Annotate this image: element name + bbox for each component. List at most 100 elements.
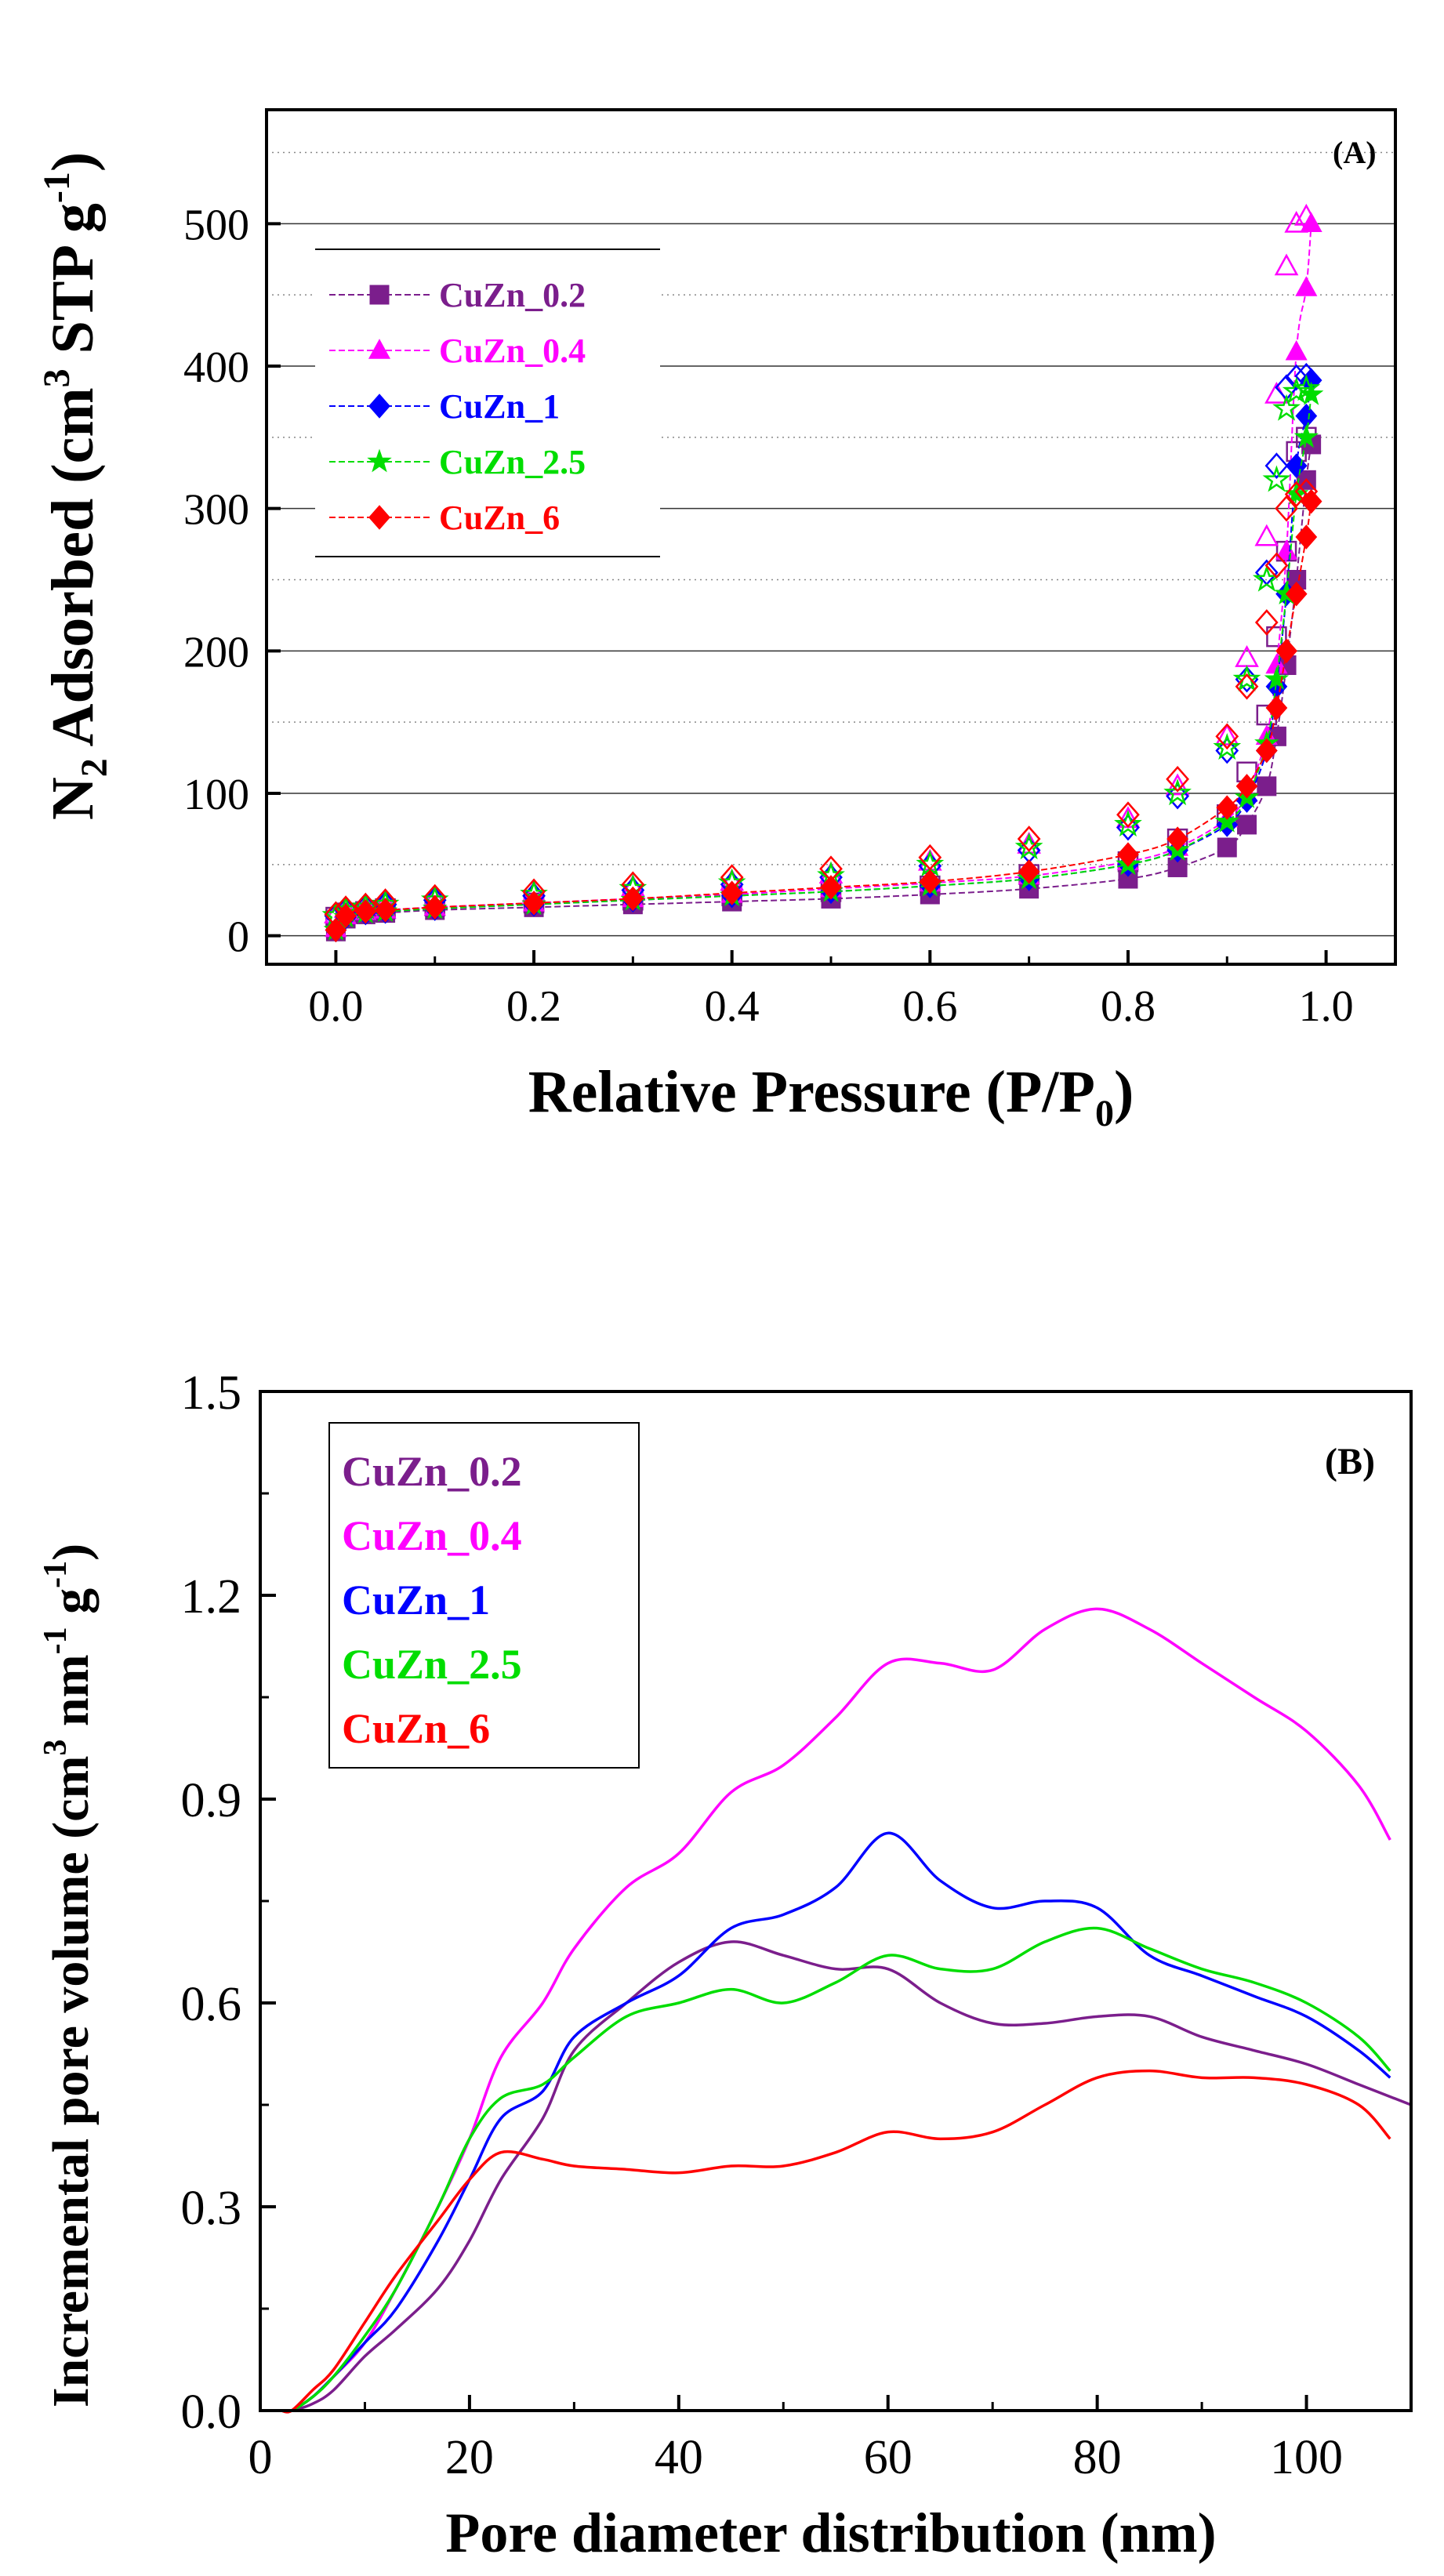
- pore-y-tick-label: 1.2: [181, 1570, 242, 1624]
- isotherm-desorption-point: [1272, 394, 1301, 421]
- isotherm-legend-marker: [369, 285, 390, 305]
- isotherm-desorption-point: [1014, 833, 1043, 860]
- isotherm-legend-marker: [367, 448, 392, 473]
- isotherm-legend-item-cuzn-2-5: CuZn_2.5: [329, 443, 586, 481]
- isotherm-legend-label: CuZn_6: [439, 499, 560, 537]
- pore-y-label-mid: nm: [42, 1654, 100, 1739]
- isotherm-adsorption-point: [1214, 808, 1239, 833]
- isotherm-desorption-point: [1215, 723, 1239, 750]
- isotherm-desorption-point: [1282, 376, 1311, 404]
- isotherm-adsorption-point: [1216, 795, 1239, 820]
- isotherm-y-label-prefix: N: [40, 777, 106, 820]
- isotherm-adsorption-point: [720, 880, 743, 905]
- isotherm-adsorption-point: [1018, 859, 1040, 884]
- isotherm-adsorption-point: [335, 903, 357, 928]
- pore-legend-box: [328, 1422, 640, 1769]
- isotherm-legend-item-cuzn-6: CuZn_6: [329, 499, 560, 537]
- isotherm-y-tick-label: 0: [227, 913, 249, 962]
- isotherm-x-axis-label: Relative Pressure (P/P0): [528, 1059, 1134, 1134]
- pore-y-label-sup: 3: [38, 1740, 74, 1756]
- isotherm-x-tick-label: 0.4: [705, 982, 760, 1031]
- isotherm-adsorption-point: [354, 899, 377, 924]
- isotherm-x-label-sub: 0: [1095, 1093, 1114, 1134]
- isotherm-legend-label: CuZn_2.5: [439, 443, 586, 481]
- pore-line-cuzn-1: [281, 1831, 1391, 2414]
- isotherm-adsorption-point: [1285, 339, 1308, 361]
- isotherm-legend-marker: [368, 394, 390, 419]
- isotherm-adsorption-point: [1295, 403, 1318, 429]
- isotherm-adsorption-point: [1285, 581, 1308, 607]
- pore-y-axis-label: Incremental pore volume (cm3 nm-1 g-1): [38, 1544, 100, 2407]
- isotherm-desorption-point: [1235, 673, 1259, 700]
- isotherm-x-tick-label: 0.0: [308, 982, 363, 1031]
- pore-y-tick-label: 0.9: [181, 1774, 242, 1827]
- isotherm-adsorption-point: [1255, 738, 1278, 764]
- pore-x-tick-label: 20: [445, 2431, 494, 2484]
- isotherm-adsorption-point: [1264, 666, 1290, 691]
- isotherm-desorption-point: [1284, 364, 1308, 391]
- isotherm-x-label-suffix: ): [1114, 1059, 1134, 1125]
- isotherm-desorption-point: [1284, 481, 1308, 508]
- isotherm-desorption-point: [1116, 801, 1140, 829]
- pore-line-cuzn-2-5: [281, 1926, 1391, 2414]
- pore-panel-label: (B): [1325, 1441, 1375, 1482]
- isotherm-x-tick-label: 1.0: [1299, 982, 1354, 1031]
- isotherm-adsorption-point: [1237, 815, 1257, 835]
- isotherm-desorption-point: [1264, 552, 1289, 579]
- isotherm-legend: CuZn_0.2 CuZn_0.4 CuZn_1 CuZn_2.5 CuZn_6: [315, 249, 660, 557]
- pore-y-tick-label: 0.3: [181, 2182, 242, 2235]
- isotherm-adsorption-point: [374, 898, 397, 923]
- pore-x-axis-label: Pore diameter distribution (nm): [445, 2502, 1216, 2564]
- isotherm-legend-label: CuZn_1: [439, 387, 560, 426]
- isotherm-x-tick-label: 0.2: [506, 982, 561, 1031]
- pore-line-cuzn-0-2: [281, 1940, 1412, 2413]
- isotherm-adsorption-point: [1265, 695, 1288, 720]
- pore-legend-label-cuzn-0-4: CuZn_0.4: [342, 1512, 522, 1559]
- isotherm-y-label-sub: 2: [74, 758, 115, 777]
- pore-y-label-suffix: ): [42, 1544, 100, 1561]
- pore-legend-label-cuzn-2-5: CuZn_2.5: [342, 1641, 522, 1688]
- isotherm-series-cuzn-6: [324, 477, 1322, 943]
- isotherm-y-tick-label: 100: [183, 771, 249, 819]
- pore-y-label-prefix: Incremental pore volume (cm: [42, 1756, 100, 2408]
- isotherm-legend-label: CuZn_0.2: [439, 276, 586, 314]
- isotherm-adsorption-point: [1275, 539, 1298, 560]
- pore-legend-label-cuzn-0-2: CuZn_0.2: [342, 1448, 522, 1495]
- pore-y-tick-label: 1.5: [181, 1366, 242, 1420]
- isotherm-adsorption-point: [1235, 774, 1258, 799]
- isotherm-adsorption-point: [1298, 381, 1324, 405]
- isotherm-desorption-point: [1266, 626, 1287, 648]
- isotherm-desorption-point: [1262, 465, 1291, 492]
- isotherm-desorption-point: [1254, 524, 1279, 546]
- isotherm-legend-item-cuzn-0-2: CuZn_0.2: [329, 276, 586, 314]
- isotherm-adsorption-point: [1167, 857, 1188, 877]
- isotherm-adsorption-point: [325, 917, 347, 943]
- isotherm-legend-marker: [368, 505, 390, 530]
- isotherm-adsorption-point: [820, 875, 842, 900]
- isotherm-legend-item-cuzn-0-4: CuZn_0.4: [329, 332, 586, 370]
- pore-x-tick-label: 40: [655, 2431, 703, 2484]
- isotherm-desorption-point: [1235, 645, 1259, 667]
- isotherm-y-label-mid2: STP g: [40, 203, 106, 368]
- pore-y-label-sup3: -1: [38, 1561, 74, 1588]
- isotherm-x-label-main: Relative Pressure (P/P: [528, 1059, 1095, 1125]
- isotherm-y-label-sup: 3: [36, 368, 78, 387]
- isotherm-adsorption-point: [523, 891, 545, 916]
- isotherm-adsorption-point: [1293, 424, 1319, 448]
- isotherm-adsorption-point: [622, 886, 644, 912]
- isotherm-desorption-point: [918, 844, 942, 871]
- isotherm-desorption-point: [1274, 253, 1299, 276]
- isotherm-desorption-point: [1232, 664, 1261, 691]
- isotherm-series: [321, 203, 1324, 943]
- isotherm-desorption-point: [1213, 733, 1242, 760]
- isotherm-desorption-point: [1215, 737, 1239, 764]
- isotherm-legend-item-cuzn-1: CuZn_1: [329, 387, 560, 426]
- isotherm-desorption-point: [1166, 765, 1189, 793]
- pore-x-tick-label: 0: [249, 2431, 273, 2484]
- pore-y-label-mid2: g: [42, 1588, 100, 1627]
- pore-line-cuzn-6: [281, 2069, 1391, 2414]
- isotherm-adsorption-point: [919, 869, 942, 894]
- isotherm-adsorption-point: [1217, 837, 1237, 858]
- pore-legend: CuZn_0.2 CuZn_0.4 CuZn_1 CuZn_2.5 CuZn_6: [342, 1448, 522, 1752]
- isotherm-chart: 0.0 0.2 0.4 0.6 0.8 1.0 0 100 200 300 400 500 (A) C…: [36, 108, 1397, 1134]
